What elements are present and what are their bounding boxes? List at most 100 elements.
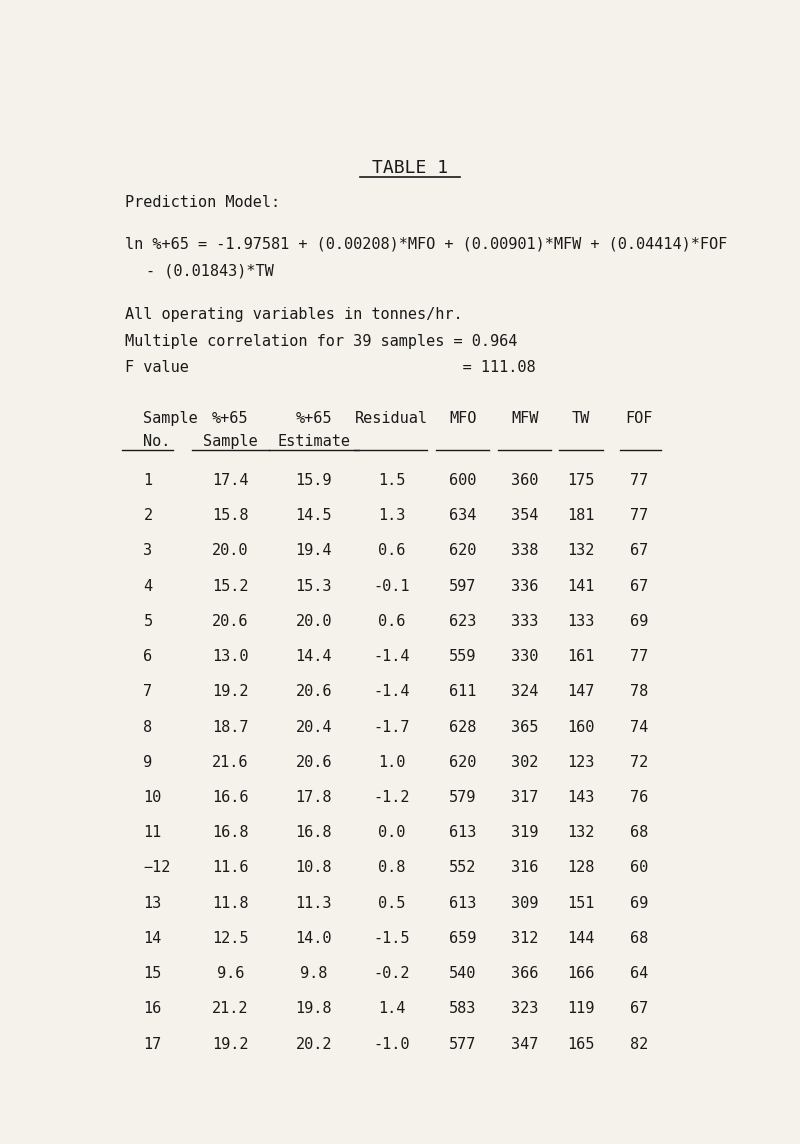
Text: 19.2: 19.2 [212, 684, 249, 699]
Text: 20.4: 20.4 [296, 720, 332, 734]
Text: 354: 354 [511, 508, 538, 523]
Text: 9: 9 [143, 755, 153, 770]
Text: 69: 69 [630, 614, 649, 629]
Text: 78: 78 [630, 684, 649, 699]
Text: All operating variables in tonnes/hr.: All operating variables in tonnes/hr. [125, 308, 462, 323]
Text: Sample: Sample [203, 434, 258, 450]
Text: 620: 620 [449, 755, 476, 770]
Text: 82: 82 [630, 1036, 649, 1051]
Text: 72: 72 [630, 755, 649, 770]
Text: 360: 360 [511, 472, 538, 487]
Text: 68: 68 [630, 825, 649, 840]
Text: 16.8: 16.8 [212, 825, 249, 840]
Text: 17.8: 17.8 [296, 791, 332, 805]
Text: 13.0: 13.0 [212, 649, 249, 664]
Text: ln %+65 = -1.97581 + (0.00208)*MFO + (0.00901)*MFW + (0.04414)*FOF: ln %+65 = -1.97581 + (0.00208)*MFO + (0.… [125, 237, 727, 252]
Text: 597: 597 [449, 579, 476, 594]
Text: 10: 10 [143, 791, 162, 805]
Text: 77: 77 [630, 472, 649, 487]
Text: 21.2: 21.2 [212, 1001, 249, 1016]
Text: -1.4: -1.4 [373, 684, 410, 699]
Text: 10.8: 10.8 [296, 860, 332, 875]
Text: 14.5: 14.5 [296, 508, 332, 523]
Text: 123: 123 [567, 755, 594, 770]
Text: 659: 659 [449, 931, 476, 946]
Text: Estimate: Estimate [278, 434, 350, 450]
Text: 151: 151 [567, 896, 594, 911]
Text: 16: 16 [143, 1001, 162, 1016]
Text: 336: 336 [511, 579, 538, 594]
Text: -1.7: -1.7 [373, 720, 410, 734]
Text: 128: 128 [567, 860, 594, 875]
Text: 1.4: 1.4 [378, 1001, 405, 1016]
Text: 14.0: 14.0 [296, 931, 332, 946]
Text: 316: 316 [511, 860, 538, 875]
Text: 77: 77 [630, 649, 649, 664]
Text: 15.3: 15.3 [296, 579, 332, 594]
Text: 302: 302 [511, 755, 538, 770]
Text: 67: 67 [630, 579, 649, 594]
Text: Sample: Sample [143, 411, 198, 427]
Text: 0.6: 0.6 [378, 614, 405, 629]
Text: 20.6: 20.6 [296, 684, 332, 699]
Text: 19.8: 19.8 [296, 1001, 332, 1016]
Text: 1.3: 1.3 [378, 508, 405, 523]
Text: 17.4: 17.4 [212, 472, 249, 487]
Text: 20.0: 20.0 [212, 543, 249, 558]
Text: 1: 1 [143, 472, 153, 487]
Text: 319: 319 [511, 825, 538, 840]
Text: 613: 613 [449, 825, 476, 840]
Text: MFO: MFO [449, 411, 476, 427]
Text: 133: 133 [567, 614, 594, 629]
Text: 20.2: 20.2 [296, 1036, 332, 1051]
Text: 77: 77 [630, 508, 649, 523]
Text: 14: 14 [143, 931, 162, 946]
Text: 5: 5 [143, 614, 153, 629]
Text: %+65: %+65 [296, 411, 332, 427]
Text: 634: 634 [449, 508, 476, 523]
Text: 330: 330 [511, 649, 538, 664]
Text: 9.8: 9.8 [300, 967, 327, 982]
Text: 76: 76 [630, 791, 649, 805]
Text: 338: 338 [511, 543, 538, 558]
Text: 143: 143 [567, 791, 594, 805]
Text: 11.8: 11.8 [212, 896, 249, 911]
Text: TW: TW [571, 411, 590, 427]
Text: 6: 6 [143, 649, 153, 664]
Text: 15.2: 15.2 [212, 579, 249, 594]
Text: 21.6: 21.6 [212, 755, 249, 770]
Text: 540: 540 [449, 967, 476, 982]
Text: 0.8: 0.8 [378, 860, 405, 875]
Text: 15: 15 [143, 967, 162, 982]
Text: -1.0: -1.0 [373, 1036, 410, 1051]
Text: Prediction Model:: Prediction Model: [125, 194, 280, 209]
Text: 19.4: 19.4 [296, 543, 332, 558]
Text: 323: 323 [511, 1001, 538, 1016]
Text: 20.6: 20.6 [296, 755, 332, 770]
Text: %+65: %+65 [212, 411, 249, 427]
Text: 600: 600 [449, 472, 476, 487]
Text: 74: 74 [630, 720, 649, 734]
Text: 0.5: 0.5 [378, 896, 405, 911]
Text: 18.7: 18.7 [212, 720, 249, 734]
Text: 14.4: 14.4 [296, 649, 332, 664]
Text: 144: 144 [567, 931, 594, 946]
Text: 623: 623 [449, 614, 476, 629]
Text: 8: 8 [143, 720, 153, 734]
Text: 15.8: 15.8 [212, 508, 249, 523]
Text: 559: 559 [449, 649, 476, 664]
Text: 0.6: 0.6 [378, 543, 405, 558]
Text: 2: 2 [143, 508, 153, 523]
Text: 577: 577 [449, 1036, 476, 1051]
Text: - (0.01843)*TW: - (0.01843)*TW [146, 263, 274, 278]
Text: 620: 620 [449, 543, 476, 558]
Text: 132: 132 [567, 543, 594, 558]
Text: 12.5: 12.5 [212, 931, 249, 946]
Text: 11: 11 [143, 825, 162, 840]
Text: 628: 628 [449, 720, 476, 734]
Text: 611: 611 [449, 684, 476, 699]
Text: 365: 365 [511, 720, 538, 734]
Text: 19.2: 19.2 [212, 1036, 249, 1051]
Text: 333: 333 [511, 614, 538, 629]
Text: FOF: FOF [626, 411, 653, 427]
